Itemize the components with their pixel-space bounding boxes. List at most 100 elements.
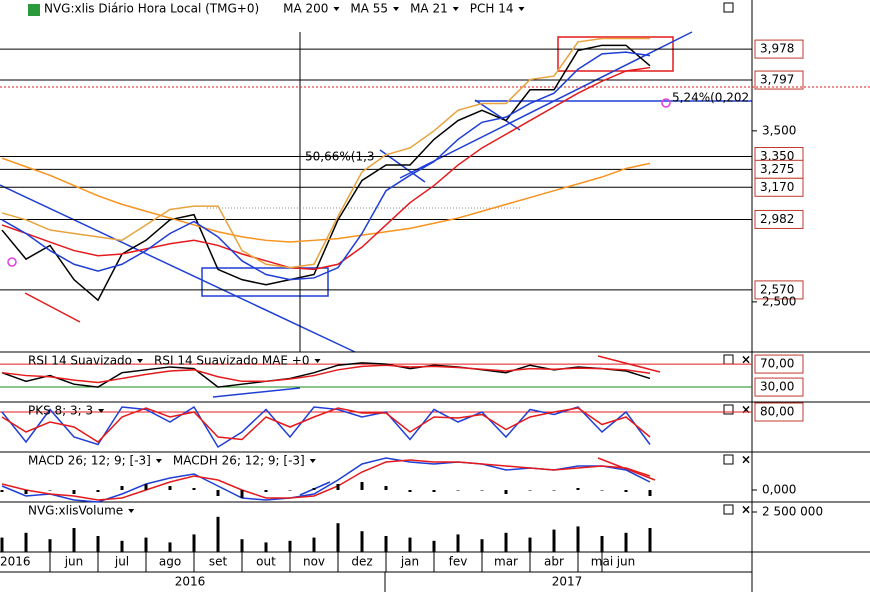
bar [336, 523, 340, 552]
bar [120, 540, 124, 552]
bar [120, 486, 124, 490]
x-tick-label: 2016 [0, 555, 31, 569]
bar [576, 526, 580, 552]
x-tick-label: jun [616, 555, 636, 569]
bar [288, 490, 292, 491]
x-tick-label: jul [114, 555, 129, 569]
bar [408, 490, 412, 492]
close-icon: × [741, 353, 751, 367]
bar [96, 490, 100, 492]
legend-dropdown [98, 409, 105, 413]
year-label: 2017 [552, 575, 583, 589]
trend-line [399, 31, 693, 179]
bar [624, 490, 628, 492]
bar [312, 488, 316, 490]
bar [600, 536, 604, 552]
window-button [723, 354, 734, 365]
level-label: 3,797 [760, 73, 794, 87]
legend-entry: MACD 26; 12; 9; [-3] [28, 454, 151, 468]
bar [168, 542, 172, 552]
legend-dropdown [518, 7, 525, 11]
legend-entry: PCH 14 [470, 2, 514, 16]
bar [264, 542, 268, 552]
bar [168, 486, 172, 490]
level-label: 3,350 [760, 149, 794, 163]
window-button [723, 504, 734, 515]
x-tick-label: nov [303, 555, 325, 569]
legend-entry: MA 55 [350, 2, 388, 16]
symbol-icon [28, 4, 40, 16]
level-label: 3,275 [760, 162, 794, 176]
y-tick-label: 2,500 [762, 294, 796, 308]
bar [408, 537, 412, 552]
annotation: 5,24%(0,202 [672, 91, 749, 105]
level-label-box [754, 354, 804, 374]
level-label: 80,00 [760, 405, 794, 419]
x-tick-label: dez [351, 555, 372, 569]
series-line [1, 405, 651, 449]
annotation: 50,66%(1,3 [305, 150, 375, 164]
series-line [1, 364, 651, 384]
level-label: 2,570 [760, 282, 794, 296]
bar [360, 482, 364, 490]
series-line [1, 44, 651, 302]
bar [288, 540, 292, 552]
x-tick-label: jun [64, 555, 84, 569]
y-tick-label: 0,000 [762, 483, 796, 497]
x-tick-label: ago [159, 555, 181, 569]
bar [24, 490, 28, 494]
bar [24, 532, 28, 552]
bar [552, 490, 556, 491]
level-label-box [754, 402, 804, 422]
bar [600, 490, 604, 491]
y-tick-label: 2 500 000 [762, 505, 823, 519]
trend-line [212, 387, 301, 398]
bar [48, 490, 52, 491]
bar [624, 532, 628, 552]
level-label: 70,00 [760, 357, 794, 371]
level-label: 30,00 [760, 380, 794, 394]
bar [264, 490, 268, 492]
bar [240, 490, 244, 498]
bar [504, 532, 508, 552]
bar [144, 537, 148, 552]
legend-entry: MA 200 [283, 2, 328, 16]
bar [240, 539, 244, 552]
bar [648, 528, 652, 552]
legend-dropdown [333, 7, 340, 11]
bar [576, 488, 580, 490]
x-tick-label: abr [544, 555, 564, 569]
bar [216, 490, 220, 496]
legend-dropdown [155, 459, 162, 463]
window-button [723, 454, 734, 465]
x-tick-label: fev [449, 555, 468, 569]
series-line [1, 66, 651, 271]
range-box [201, 267, 329, 297]
level-label-box [754, 377, 804, 397]
bar [528, 537, 532, 552]
bar [72, 490, 76, 494]
bar [216, 516, 220, 552]
bar [504, 490, 508, 494]
level-label-box [754, 209, 804, 229]
year-label: 2016 [175, 575, 206, 589]
legend-entry: RSI 14 Suavizado [28, 354, 132, 368]
legend-entry: MACDH 26; 12; 9; [-3] [173, 454, 305, 468]
chart-title: NVG:xlis Diário Hora Local (TMG+0) [44, 2, 259, 16]
series-line [1, 51, 651, 281]
legend-entry: NVG:xlisVolume [28, 504, 123, 518]
bar [456, 534, 460, 552]
bar [456, 490, 460, 491]
x-tick-label: jan [400, 555, 419, 569]
legend-dropdown [128, 509, 135, 513]
x-tick-label: out [256, 555, 276, 569]
trend-line [379, 149, 426, 183]
level-label-box [754, 39, 804, 59]
level-label-box [754, 177, 804, 197]
legend-entry: PKS 8; 3; 3 [28, 404, 93, 418]
bar [0, 537, 4, 552]
bar [384, 536, 388, 552]
x-tick-label: mar [494, 555, 518, 569]
bar [384, 486, 388, 490]
